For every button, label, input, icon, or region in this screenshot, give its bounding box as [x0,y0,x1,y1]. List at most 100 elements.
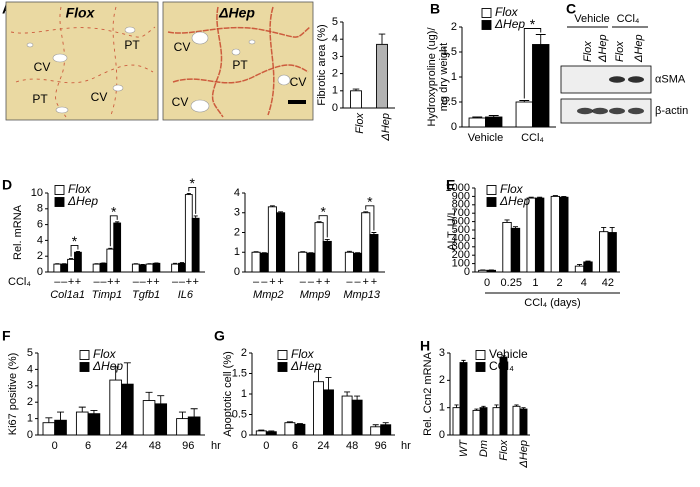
bar [550,195,561,273]
error-bar [190,408,198,417]
bar [251,251,261,273]
error-bar [145,391,153,401]
error-bar [157,395,165,404]
x-tick-label: 0 [263,440,269,452]
error-bar [296,423,303,425]
error-bar [521,407,526,410]
bar [109,379,122,436]
panel-letter: H [420,338,430,354]
error-bar [519,100,530,102]
y-tick-label: 900 [452,190,470,202]
treatment-tick: – [253,276,260,288]
x-tick-label: CCl₄ [521,132,544,144]
bar [74,251,82,273]
x-tick-label: 24 [115,440,127,452]
significance-bracket [318,215,328,238]
legend-swatch [481,8,492,18]
significance-mark: * [367,193,373,209]
y-tick-label: 3 [332,50,338,62]
bar [370,426,382,436]
treatment-tick: – [61,276,68,288]
bar [361,212,371,273]
legend-label: Vehicle [489,347,528,361]
bar [314,222,324,273]
bar [187,416,201,436]
bar [121,383,134,436]
bar [267,206,277,273]
treatment-tick: + [153,276,159,288]
y-tick-label: 2 [332,68,338,80]
bar [353,252,363,273]
error-bar [193,215,198,219]
error-bar [68,258,74,260]
x-tick-label: Mmp2 [253,289,284,301]
bar [191,217,200,273]
micrograph-label: CV [174,40,191,54]
micrograph-label: PT [124,38,140,52]
error-bar [300,251,306,253]
y-tick-label: 800 [452,199,470,211]
error-bar [363,211,369,213]
y-tick-label: 0 [451,121,457,133]
x-tick-label: 24 [317,440,329,452]
blot-band [628,76,644,83]
treatment-tick: – [261,276,268,288]
bar [75,411,89,436]
micrograph-label: PT [232,58,248,72]
error-bar [355,252,361,254]
error-bar [108,247,113,250]
y-tick-label: 6 [37,219,43,231]
error-bar [78,406,86,413]
bar [53,263,62,273]
panel-letter: B [430,1,440,17]
micrograph-label: CV [91,90,108,104]
bar [369,234,379,273]
bar [559,196,569,273]
legend-swatch [481,20,492,30]
y-tick-label: 8 [37,203,43,215]
treatment-tick: + [146,276,152,288]
treatment-tick: + [192,276,198,288]
y-tick-label: 5 [332,16,338,28]
panel-letter: C [566,1,576,17]
y-tick-label: 200 [452,249,470,261]
vessel [26,42,34,48]
y-tick-label: 4 [37,234,43,246]
fibrosis-septum [55,6,67,118]
blot-treatment: CCl₄ [617,13,640,25]
blot-lane: Flox [614,41,626,62]
error-bar [504,219,510,223]
x-tick-label: Mmp13 [343,289,381,301]
bar [512,405,521,436]
y-tick-label: 4 [234,187,240,199]
bar [176,418,189,436]
bar [184,194,193,273]
bar [502,221,512,273]
error-bar [461,359,466,363]
x-tick-label: IL6 [178,289,194,301]
y-tick-label: 4 [332,33,338,45]
bar [380,424,392,436]
error-bar [535,34,546,45]
bar [171,263,179,273]
significance-mark: * [72,233,78,249]
vessel [277,74,291,86]
y-tick-label: 1000 [446,182,470,194]
y-tick-label: 300 [452,241,470,253]
treatment-tick: – [140,276,147,288]
y-tick-label: 1 [234,246,240,258]
error-bar [278,211,284,213]
legend-label: ΔHep [290,359,321,373]
error-bar [382,422,389,425]
x-tick-label: Mmp9 [300,289,331,301]
error-bar [354,395,361,401]
treatment-tick: – [94,276,101,288]
y-tick-label: 0 [464,266,470,278]
error-bar [537,196,543,199]
x-tick-label: 48 [346,440,358,452]
y-tick-label: 0.5 [232,408,247,420]
fibrosis-septum [211,6,224,118]
x-tick-label: Flox [498,440,510,461]
treatment-tick: – [355,276,362,288]
x-tick-label: 2 [557,277,563,289]
